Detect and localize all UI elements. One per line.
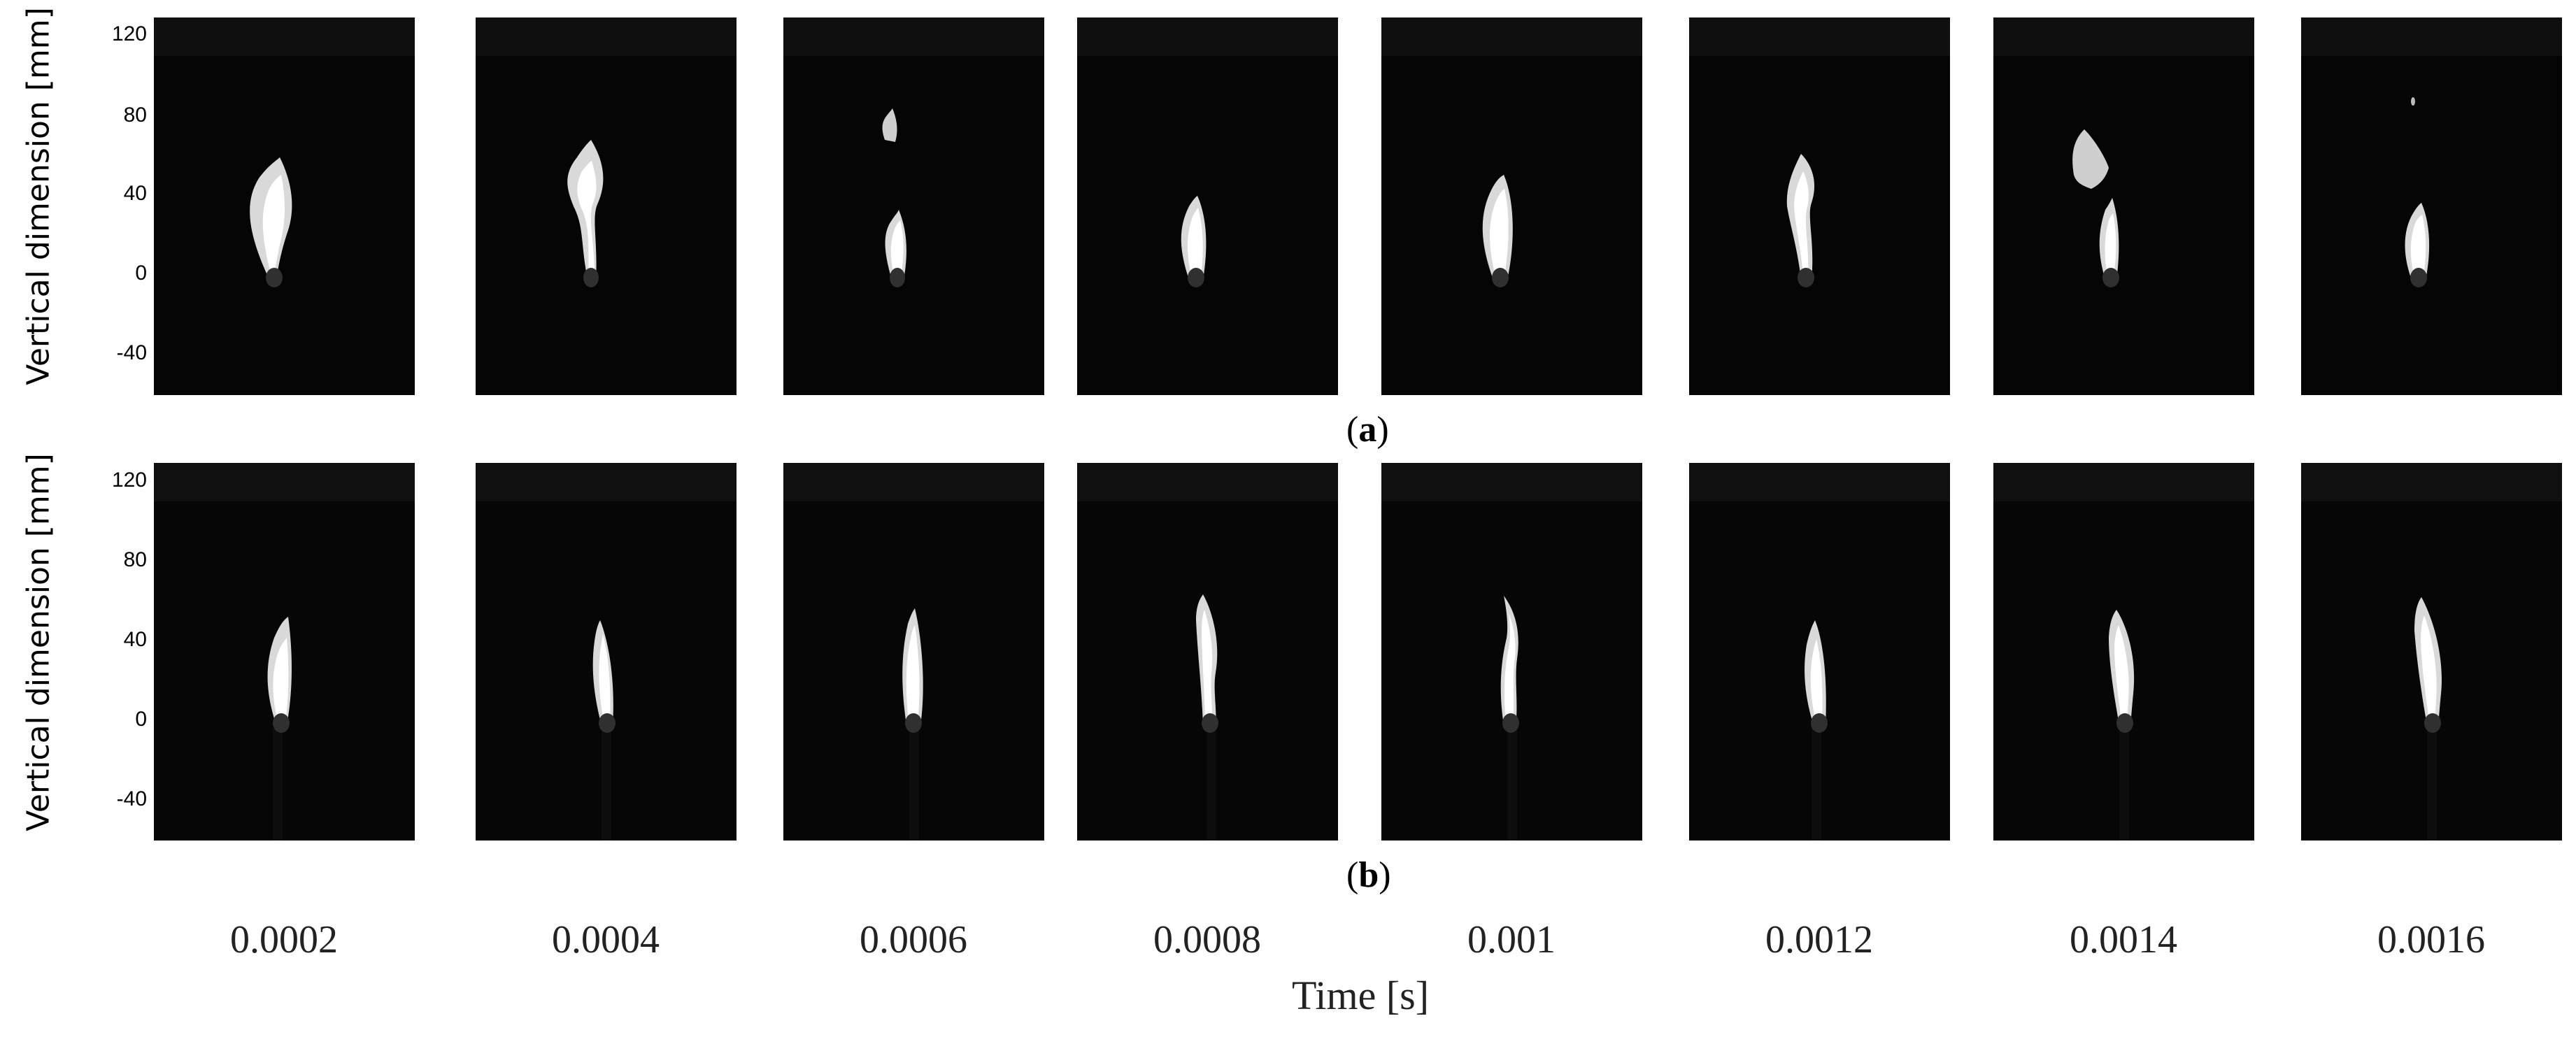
panel-label-a: (a) — [1346, 410, 1389, 450]
y-tick-b-80: 80 — [123, 548, 147, 571]
time-label-6: 0.0012 — [1765, 918, 1873, 961]
y-axis-label-b: Vertical dimension [mm] — [20, 453, 57, 831]
time-label-3: 0.0006 — [860, 918, 967, 961]
y-tick-a-neg40: -40 — [116, 341, 147, 364]
y-tick-b-120: 120 — [111, 469, 147, 492]
panel-letter-b: b — [1358, 855, 1379, 895]
flame-frame-a-6 — [1689, 17, 1950, 395]
y-tick-a-120: 120 — [111, 22, 147, 45]
y-axis-label-a: Vertical dimension [mm] — [20, 7, 57, 385]
panel-label-b: (b) — [1346, 855, 1391, 895]
time-label-1: 0.0002 — [230, 918, 338, 961]
panel-letter-a: a — [1358, 410, 1377, 450]
flame-frame-a-3 — [783, 17, 1044, 395]
flame-frame-a-2 — [476, 17, 736, 395]
time-label-5: 0.001 — [1467, 918, 1556, 961]
y-tick-b-0: 0 — [135, 708, 147, 731]
flame-frame-a-7 — [1993, 17, 2254, 395]
flame-frame-a-4 — [1077, 17, 1338, 395]
flame-frame-b-6 — [1689, 463, 1950, 841]
flame-frame-b-4 — [1077, 463, 1338, 841]
time-label-7: 0.0014 — [2070, 918, 2177, 961]
y-tick-b-40: 40 — [123, 628, 147, 651]
flame-frame-a-8 — [2301, 17, 2562, 395]
flame-frame-b-8 — [2301, 463, 2562, 841]
flame-frame-b-5 — [1381, 463, 1642, 841]
flame-frame-b-7 — [1993, 463, 2254, 841]
time-label-2: 0.0004 — [552, 918, 660, 961]
y-tick-a-80: 80 — [123, 103, 147, 127]
flame-frame-b-1 — [154, 463, 415, 841]
flame-frame-a-1 — [154, 17, 415, 395]
time-label-8: 0.0016 — [2377, 918, 2485, 961]
flame-frame-a-5 — [1381, 17, 1642, 395]
y-tick-a-40: 40 — [123, 182, 147, 205]
flame-frame-b-2 — [476, 463, 736, 841]
time-label-4: 0.0008 — [1153, 918, 1261, 961]
time-axis-title: Time [s] — [1291, 973, 1430, 1018]
y-tick-b-neg40: -40 — [116, 787, 147, 810]
y-tick-a-0: 0 — [135, 262, 147, 285]
flame-frame-b-3 — [783, 463, 1044, 841]
